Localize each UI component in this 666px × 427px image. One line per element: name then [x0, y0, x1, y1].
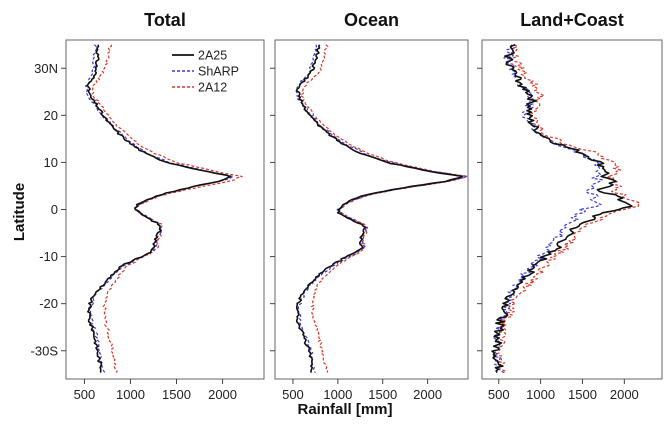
panel-frame [481, 39, 663, 380]
series-line-sharp [492, 44, 603, 374]
panel-title: Total [144, 10, 186, 30]
x-tick-label: 2000 [413, 387, 442, 402]
x-tick-label: 500 [488, 387, 510, 402]
panel-frame [274, 39, 469, 380]
y-tick-label: 0 [51, 202, 58, 217]
x-tick-label: 1000 [526, 387, 555, 402]
x-tick-label: 500 [282, 387, 304, 402]
panel-total: Total 500 1000 1500 2000 30N 20 10 0 -10 -20 -30S [31, 10, 265, 402]
series-line-2a12 [300, 44, 468, 373]
series-line-2a12 [493, 44, 641, 374]
x-tick-label: 500 [74, 387, 96, 402]
x-tick-label: 1000 [116, 387, 145, 402]
y-tick-label: -20 [39, 296, 58, 311]
series-line-sharp [84, 44, 234, 373]
series-group [491, 43, 641, 374]
x-tick-label: 1000 [323, 387, 352, 402]
x-tick-label: 1500 [368, 387, 397, 402]
legend-label-2a25: 2A25 [198, 49, 227, 63]
series-line-2a25 [86, 44, 232, 373]
panel-land-coast: Land+Coast 500 1000 1500 2000 [477, 10, 663, 402]
y-tick-label: 20 [44, 108, 58, 123]
panel-title: Ocean [344, 10, 399, 30]
y-tick-label: 10 [44, 155, 58, 170]
panel-ocean: Ocean 500 1000 1500 2000 [270, 10, 469, 402]
y-tick-label: -10 [39, 249, 58, 264]
series-line-sharp [295, 44, 467, 373]
x-tick-label: 1500 [162, 387, 191, 402]
series-group [84, 44, 243, 373]
legend-label-2a12: 2A12 [198, 81, 227, 95]
y-tick-label: 30N [34, 61, 58, 76]
legend: 2A25 ShARP 2A12 [172, 49, 239, 95]
series-line-2a25 [295, 44, 464, 373]
series-line-2a25 [491, 43, 633, 374]
y-tick-label: -30S [31, 343, 59, 358]
x-tick-label: 2000 [208, 387, 237, 402]
panels-layer: Total 500 1000 1500 2000 30N 20 10 0 -10 -20 -30S Oc… [31, 10, 663, 402]
x-axis-title: Rainfall [mm] [297, 401, 392, 418]
x-tick-label: 2000 [610, 387, 639, 402]
panel-title: Land+Coast [520, 10, 624, 30]
x-tick-label: 1500 [568, 387, 597, 402]
series-group [295, 44, 468, 373]
legend-label-sharp: ShARP [198, 65, 239, 79]
y-axis-title: Latitude [11, 183, 28, 241]
